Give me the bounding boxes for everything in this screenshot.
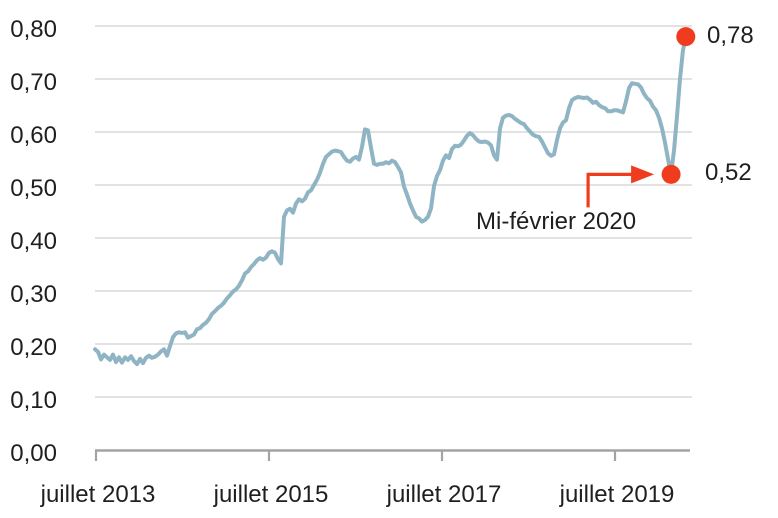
y-axis-tick-label: 0,80 — [10, 16, 57, 43]
x-axis-tick-label: juillet 2015 — [213, 481, 329, 508]
x-axis-tick-label: juillet 2017 — [386, 481, 502, 508]
y-axis-tick-label: 0,70 — [10, 69, 57, 96]
y-axis-tick-label: 0,10 — [10, 387, 57, 414]
low-point-marker — [661, 164, 681, 184]
y-axis-tick-label: 0,20 — [10, 334, 57, 361]
data-line — [93, 34, 688, 367]
annotation-mi-fevrier-label: Mi-février 2020 — [476, 208, 637, 235]
y-axis-tick-label: 0,50 — [10, 175, 57, 202]
y-axis-tick-label: 0,30 — [10, 281, 57, 308]
value-label-end-point: 0,78 — [707, 22, 754, 49]
y-axis-tick-label: 0,60 — [10, 122, 57, 149]
x-axis-tick-label: juillet 2013 — [40, 481, 156, 508]
callout-arrowhead — [631, 165, 655, 184]
y-axis-tick-label: 0,40 — [10, 228, 57, 255]
value-label-low-point: 0,52 — [705, 159, 752, 186]
x-axis-tick-label: juillet 2019 — [559, 481, 675, 508]
end-point-marker — [676, 27, 696, 47]
y-axis-tick-label: 0,00 — [10, 440, 57, 467]
